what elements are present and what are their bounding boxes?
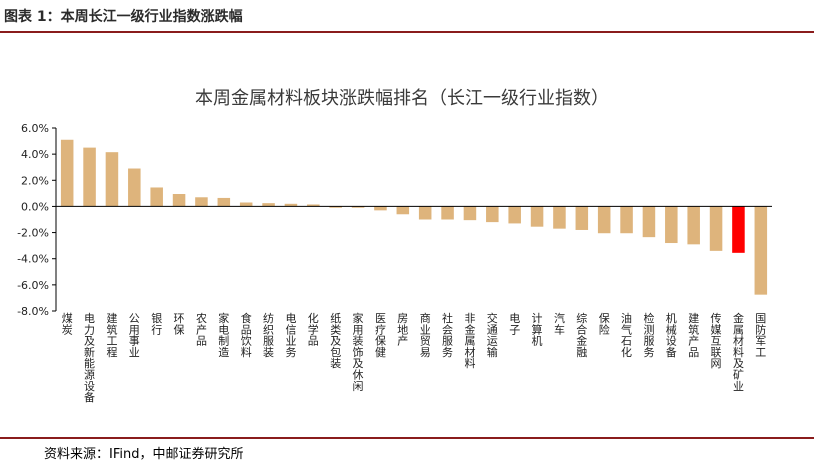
bar: [128, 168, 141, 207]
category-label: 建筑工程: [106, 311, 117, 359]
bar: [508, 206, 521, 224]
bar: [329, 206, 342, 208]
bar: [60, 139, 74, 207]
source-note: 资料来源：IFind，中邮证券研究所: [44, 447, 244, 462]
category-label: 建筑产品: [688, 311, 699, 359]
figure-title: 图表 1：本周长江一级行业指数涨跌幅: [4, 9, 243, 25]
category-label: 电子: [509, 312, 520, 336]
bar: [597, 206, 611, 234]
bar: [284, 203, 298, 207]
y-tick-label: -4.0%: [17, 253, 49, 266]
category-label: 油气石化: [621, 311, 632, 359]
bar: [463, 206, 477, 221]
category-label: 计算机: [532, 312, 543, 348]
bar: [754, 206, 768, 295]
bars: [60, 139, 768, 295]
category-label: 机械设备: [666, 311, 677, 359]
category-label: 食品饮料: [241, 311, 252, 359]
bar-highlight: [732, 206, 745, 253]
bar-chart: 本周金属材料板块涨跌幅排名（长江一级行业指数） 6.0% 4.0% 2.0% 0.0%…: [17, 88, 772, 404]
bar: [150, 187, 163, 207]
bar: [441, 206, 454, 220]
category-label: 检测服务: [643, 311, 654, 359]
bar: [172, 194, 186, 207]
bar: [83, 147, 96, 207]
category-label: 家用装饰及休闲: [353, 311, 364, 393]
category-label: 银行: [151, 311, 162, 336]
category-label: 房地产: [397, 312, 408, 348]
bar: [642, 206, 656, 238]
category-label: 汽车: [554, 311, 565, 336]
category-label: 综合金融: [576, 311, 587, 359]
bar: [374, 206, 387, 211]
category-label: 公用事业: [129, 312, 140, 359]
y-tick-label: -6.0%: [17, 279, 49, 292]
category-label: 电信业务: [285, 312, 296, 359]
category-label: 纸类及包装: [330, 312, 341, 370]
category-label: 交通运输: [487, 311, 498, 359]
category-label: 商业贸易: [420, 311, 431, 359]
bar: [575, 206, 589, 230]
bar: [351, 206, 365, 208]
bottom-rule: [0, 437, 814, 439]
y-tick-label: -2.0%: [17, 227, 49, 240]
bar: [530, 206, 544, 227]
y-tick-label: 6.0%: [21, 122, 49, 135]
y-tick-label: 0.0%: [21, 200, 49, 213]
category-label: 保险: [599, 311, 610, 336]
category-label: 金属材料及矿业: [733, 311, 744, 393]
category-label: 社会服务: [442, 311, 453, 359]
bar: [217, 197, 231, 207]
category-label: 家电制造: [218, 311, 229, 359]
bar: [687, 206, 700, 245]
bar: [195, 197, 208, 207]
bar: [665, 206, 678, 244]
bar: [620, 206, 633, 234]
category-label: 纺织服装: [263, 311, 274, 359]
category-label: 农产品: [196, 311, 207, 348]
bar: [105, 152, 119, 207]
category-label: 电力及新能源设备: [84, 312, 95, 404]
y-tick-label: -8.0%: [17, 305, 49, 318]
category-label: 煤炭: [62, 312, 73, 336]
y-tick-label: 4.0%: [21, 148, 49, 161]
category-label: 国防军工: [755, 312, 766, 359]
bar: [709, 206, 723, 251]
bar: [553, 206, 566, 229]
chart-title: 本周金属材料板块涨跌幅排名（长江一级行业指数）: [195, 88, 609, 109]
bar: [307, 204, 320, 207]
category-label: 化学品: [308, 311, 319, 348]
y-tick-label: 2.0%: [21, 174, 49, 187]
bar: [239, 202, 253, 207]
bar: [418, 206, 432, 220]
top-rule: [0, 31, 814, 33]
y-axis: 6.0% 4.0% 2.0% 0.0% -2.0% -4.0% -6.0% -8.0%: [17, 122, 57, 318]
bar: [486, 206, 499, 223]
category-label: 非金属材料: [464, 312, 475, 370]
category-label: 传媒互联网: [711, 312, 722, 370]
bar: [262, 203, 275, 207]
bar: [396, 206, 410, 215]
category-label: 医疗保健: [375, 312, 386, 359]
category-label: 环保: [174, 312, 185, 336]
